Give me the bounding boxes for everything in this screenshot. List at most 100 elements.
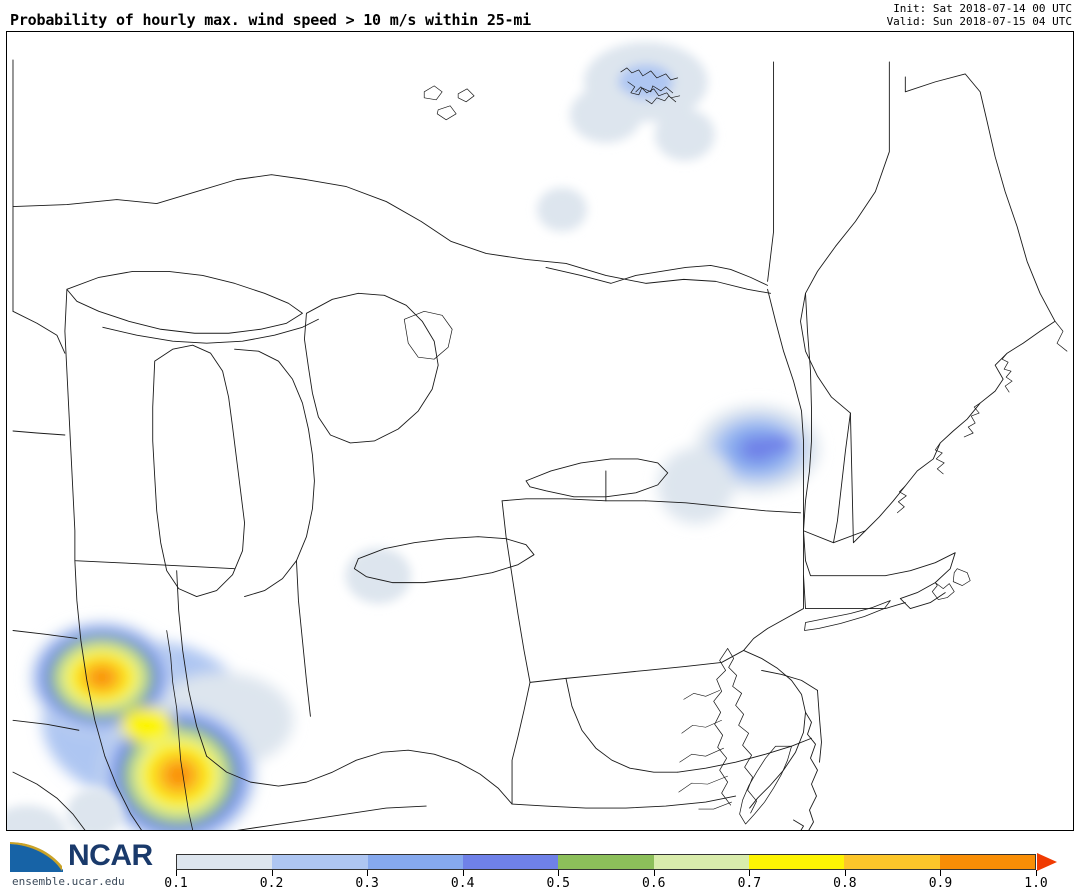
colorbar-tick-8: [940, 870, 942, 876]
prob-blob-south-edge: [7, 805, 67, 830]
ny-pa-border: [645, 500, 801, 514]
probability-shading-layer: [7, 41, 820, 830]
colorbar-tick-4: [558, 870, 560, 876]
prob-blob-west-max: [29, 621, 174, 734]
prob-blob-lake-erie: [345, 547, 412, 604]
ncar-logo-url: ensemble.ucar.edu: [12, 875, 125, 888]
minnesota-border: [12, 206, 66, 436]
colorbar-tick-label-8: 0.9: [928, 876, 953, 891]
lake-michigan: [152, 344, 246, 598]
colorbar-extend-arrow: [1037, 853, 1057, 871]
ncar-logo-text: NCAR: [68, 839, 153, 872]
colorbar-tick-2: [367, 870, 369, 876]
colorbar-tick-label-4: 0.5: [546, 876, 570, 891]
colorbar-tick-label-1: 0.2: [259, 876, 284, 891]
colorbar-tick-1: [271, 870, 273, 876]
colorbar-tick-7: [844, 870, 846, 876]
colorbar-band-7: [844, 855, 940, 869]
prob-blob-newyork-core: [761, 434, 794, 453]
colorbar-tick-label-9: 1.0: [1024, 876, 1048, 891]
michigan-lower: [234, 348, 315, 598]
cape-cod: [931, 568, 971, 600]
chesapeake-tributaries: [678, 690, 732, 810]
prob-blob-ontario-a: [569, 86, 642, 143]
colorbar-band-6: [748, 855, 845, 869]
colorbar-band-3: [462, 855, 559, 869]
delaware-border: [817, 689, 822, 763]
colorbar-tick-label-5: 0.6: [642, 876, 666, 891]
canada-us-border: [12, 59, 772, 294]
maryland-border: [677, 669, 818, 773]
valid-timestamp: Valid: Sun 2018-07-15 04 UTC: [886, 15, 1072, 28]
ontario-inland-lakes: [423, 85, 475, 121]
map-svg: [7, 41, 1068, 830]
new-york-outline: [743, 288, 804, 651]
colorbar-tick-0: [176, 870, 177, 876]
pa-ohio-border: [501, 498, 607, 502]
pennsylvania-outline: [501, 500, 745, 683]
mississippi-river: [166, 630, 194, 830]
lake-erie: [353, 536, 535, 584]
west-virginia: [511, 677, 679, 805]
connecticut-border: [803, 575, 906, 610]
new-jersey: [743, 650, 806, 809]
missouri-border: [12, 630, 86, 830]
illinois-border: [74, 560, 142, 830]
geography-layer: [12, 59, 1068, 830]
colorbar-band-2: [367, 855, 463, 869]
long-island: [804, 600, 891, 631]
ncar-logo[interactable]: NCAR ensemble.ucar.edu: [6, 839, 171, 891]
atlantic-coast: [793, 711, 818, 830]
upper-peninsula: [102, 318, 319, 344]
georgian-bay: [403, 310, 453, 360]
timestamp-block: Init: Sat 2018-07-14 00 UTC Valid: Sun 2…: [887, 2, 1072, 28]
virginia-border: [511, 795, 737, 809]
indiana-border: [176, 570, 208, 757]
colorbar-tick-label-3: 0.4: [450, 876, 475, 891]
colorbar-tick-9: [1036, 870, 1037, 876]
maine-coast-detail: [896, 352, 1013, 514]
colorbar-tick-label-2: 0.3: [355, 876, 379, 891]
lake-ontario: [525, 458, 669, 498]
vermont-west-border: [803, 292, 812, 532]
ncar-logo-mark: [10, 840, 63, 872]
east-coast-hint: [1054, 320, 1068, 352]
colorbar-band-5: [653, 855, 749, 869]
wisconsin-border: [64, 288, 236, 570]
wisconsin-west: [12, 310, 66, 354]
prob-blob-newyork-tail: [657, 447, 734, 524]
vermont-nh-border: [833, 412, 851, 544]
prob-blob-ontario-c: [537, 187, 587, 232]
quebec-ontario-border: [767, 61, 775, 282]
prob-blob-ontario-b: [654, 108, 715, 161]
prob-blob-link-yellow: [120, 707, 173, 744]
map-canvas[interactable]: [6, 31, 1074, 831]
colorbar-tick-3: [462, 870, 464, 876]
init-timestamp: Init: Sat 2018-07-14 00 UTC: [893, 2, 1072, 15]
colorbar-band-4: [558, 855, 654, 869]
colorbar-band-0: [177, 855, 273, 869]
kentucky-border: [236, 805, 427, 830]
colorbar-bands: [176, 854, 1036, 870]
colorbar-tick-label-0: 0.1: [164, 876, 188, 891]
ohio-west-border: [296, 560, 311, 717]
lake-huron: [303, 292, 439, 444]
colorbar-band-1: [272, 855, 368, 869]
header-bar: Probability of hourly max. wind speed > …: [0, 0, 1080, 31]
colorbar-band-8: [939, 855, 1035, 869]
quebec-east-border: [800, 61, 890, 414]
colorbar[interactable]: 0.1 0.2 0.3 0.4 0.5 0.6 0.7 0.8 0.9 1.0: [164, 852, 1068, 892]
st-lawrence-river: [545, 264, 769, 286]
colorbar-tick-5: [653, 870, 655, 876]
colorbar-tick-label-6: 0.7: [737, 876, 762, 891]
lake-superior: [66, 270, 303, 334]
northern-lakes: [620, 67, 681, 105]
chesapeake-bay: [713, 648, 757, 814]
maine-outline: [849, 73, 1056, 544]
nh-south-border: [803, 530, 866, 544]
massachusetts-outline: [803, 530, 956, 610]
colorbar-tick-6: [749, 870, 751, 876]
prob-blob-southwest: [66, 788, 123, 830]
delmarva-peninsula: [739, 745, 792, 825]
